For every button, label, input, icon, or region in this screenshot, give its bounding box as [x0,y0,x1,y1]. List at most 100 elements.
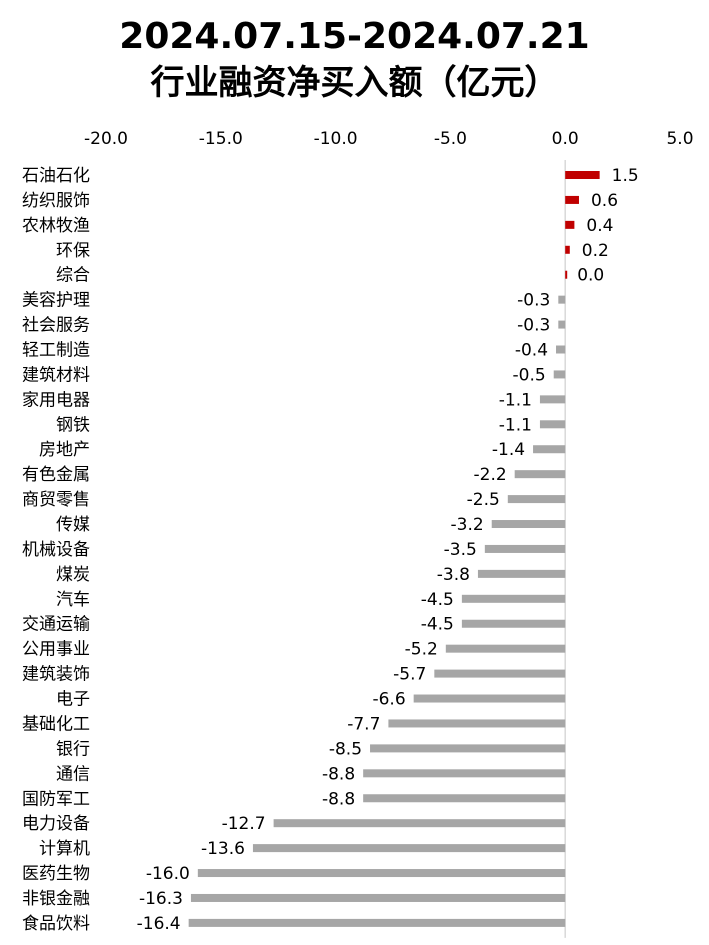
data-label: -8.8 [322,764,355,784]
category-label: 钢铁 [56,415,90,435]
category-label: 美容护理 [22,291,90,311]
bar [539,420,566,429]
bar [252,844,566,853]
category-label: 医药生物 [22,864,90,884]
data-label: 0.6 [591,191,618,211]
bar [491,520,566,529]
x-tick-label: 0.0 [552,129,579,149]
category-label: 有色金属 [22,465,90,485]
category-label: 纺织服饰 [22,191,90,211]
data-label: -13.6 [201,839,245,859]
bar [370,744,566,753]
category-label: 商贸零售 [22,490,90,510]
bar [197,869,566,878]
bar [514,470,566,479]
category-label: 社会服务 [22,316,90,336]
category-label: 农林牧渔 [22,216,90,236]
bar [533,445,566,454]
category-label: 煤炭 [56,565,90,585]
data-label: -5.7 [393,665,426,685]
data-label: -0.3 [517,291,550,311]
category-label: 传媒 [56,515,90,535]
category-label: 电力设备 [22,814,90,834]
bar [273,819,566,828]
x-tick-label: -10.0 [314,129,358,149]
bar [188,918,566,927]
category-label: 国防军工 [22,789,90,809]
bar [556,345,566,354]
data-label: -1.1 [499,390,532,410]
chart-title: 2024.07.15-2024.07.21 行业融资净买入额（亿元） [0,14,709,106]
x-tick-label: -5.0 [434,129,467,149]
data-label: 0.2 [582,241,609,261]
data-label: -4.5 [421,615,454,635]
data-label: -3.8 [437,565,470,585]
bar [539,395,566,404]
category-label: 家用电器 [22,390,90,410]
bar [190,893,566,902]
category-label: 轻工制造 [22,341,90,361]
category-label: 石油石化 [22,166,90,186]
category-label: 计算机 [39,839,90,859]
category-label: 非银金融 [22,889,90,909]
data-label: -0.5 [513,365,546,385]
category-label: 环保 [56,241,90,261]
data-label: -7.7 [347,714,380,734]
category-label: 交通运输 [22,615,90,635]
data-label: -2.2 [474,465,507,485]
data-label: -16.4 [137,914,181,934]
bar [565,171,600,179]
data-label: -16.0 [146,864,190,884]
category-label: 机械设备 [22,540,90,560]
data-label: -3.2 [451,515,484,535]
chart-title-subtitle: 行业融资净买入额（亿元） [150,63,559,103]
data-label: -1.4 [492,440,525,460]
category-label: 基础化工 [22,714,90,734]
category-label: 公用事业 [22,640,90,660]
data-label: -3.5 [444,540,477,560]
bar [413,694,566,703]
category-label: 通信 [56,764,90,784]
data-label: -12.7 [222,814,266,834]
data-label: -16.3 [139,889,183,909]
data-label: 1.5 [612,166,639,186]
bar [565,195,579,204]
data-label: -1.1 [499,415,532,435]
category-label: 电子 [56,690,90,710]
bar [477,569,566,578]
bar [388,719,566,728]
bar [565,245,570,254]
category-label: 银行 [56,739,90,759]
bar [565,220,575,229]
x-tick-label: -15.0 [199,129,243,149]
x-tick-label: -20.0 [84,129,128,149]
data-label: -4.5 [421,590,454,610]
bar [565,270,568,279]
data-label: 0.4 [586,216,613,236]
data-label: 0.0 [577,266,604,286]
chart-title-date-range: 2024.07.15-2024.07.21 [119,16,590,57]
category-label: 食品饮料 [22,914,90,934]
bar [363,794,566,803]
data-label: -8.5 [329,739,362,759]
bar [558,320,566,329]
bar [363,769,566,778]
bar [484,544,566,553]
bar [461,619,566,628]
bar [507,495,566,504]
data-label: -8.8 [322,789,355,809]
data-label: -0.4 [515,341,548,361]
category-label: 建筑装饰 [22,665,90,685]
category-label: 汽车 [56,590,90,610]
category-label: 房地产 [39,440,90,460]
bar [553,370,566,379]
bar [434,669,566,678]
bar [445,644,566,653]
category-label: 建筑材料 [22,365,90,385]
category-label: 综合 [56,266,90,286]
data-label: -0.3 [517,316,550,336]
data-label: -6.6 [372,690,405,710]
bar [558,295,566,304]
data-label: -2.5 [467,490,500,510]
